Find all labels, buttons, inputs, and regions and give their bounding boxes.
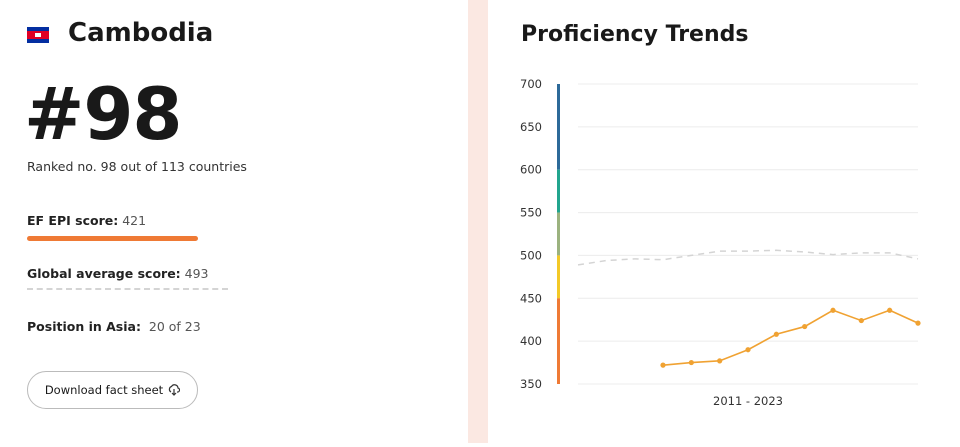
score: 421 <box>122 213 147 228</box>
chart-panel: Proficiency Trends 2011 - 2023 350 400 450… <box>488 0 960 443</box>
asia-label: Position in Asia: <box>27 319 141 334</box>
x-axis-label: 2011 - 2023 <box>713 394 783 408</box>
trend-point <box>717 358 723 364</box>
chart-title: Proficiency Trends <box>521 22 748 47</box>
trend-line <box>577 249 919 266</box>
proficiency-band <box>557 255 560 299</box>
y-tick-label: 350 <box>520 377 542 391</box>
trend-point <box>802 323 808 330</box>
y-tick-label: 600 <box>520 163 542 177</box>
asia-row: Position in Asia: 20 of 23 <box>27 319 201 334</box>
trend-point <box>688 359 694 366</box>
score-label: EF EPI score: <box>27 213 119 228</box>
trend-point <box>745 347 751 353</box>
button-label: Download fact sheet <box>44 383 164 397</box>
flag <box>27 27 49 43</box>
score-row: EF EPI score: 421 <box>27 213 146 228</box>
proficiency-band <box>557 298 560 384</box>
global-dash <box>27 288 228 290</box>
asia-position: 20 of 23 <box>148 319 201 334</box>
trend-line <box>662 309 919 366</box>
score-bar <box>27 236 198 241</box>
separator <box>468 0 488 443</box>
chart: Proficiency Trends 2011 - 2023 350 400 450… <box>520 22 921 408</box>
global-score: 493 <box>184 266 209 281</box>
download-button[interactable]: Download fact sheet <box>27 371 198 409</box>
trend-point <box>830 307 836 313</box>
global-row: Global average score: 493 <box>27 266 209 281</box>
proficiency-band <box>557 169 560 213</box>
proficiency-band <box>557 212 560 256</box>
trend-point <box>773 331 779 337</box>
trend-point <box>915 320 921 326</box>
rank: #98 <box>24 72 183 156</box>
proficiency-band <box>557 84 560 170</box>
y-tick-label: 500 <box>520 248 542 262</box>
download-icon <box>169 384 181 396</box>
y-tick-label: 450 <box>520 291 542 305</box>
global-label: Global average score: <box>27 266 181 281</box>
country-name: Cambodia <box>68 18 214 48</box>
y-tick-label: 550 <box>520 206 542 220</box>
rank-text: Ranked no. 98 out of 113 countries <box>27 159 247 174</box>
trend-point <box>887 307 893 313</box>
trend-point <box>858 317 864 324</box>
country-panel: Cambodia #98 Ranked no. 98 out of 113 co… <box>0 0 468 443</box>
trend-point <box>660 362 666 368</box>
y-tick-label: 650 <box>520 120 542 134</box>
y-tick-label: 400 <box>520 334 542 348</box>
y-tick-label: 700 <box>520 77 542 91</box>
